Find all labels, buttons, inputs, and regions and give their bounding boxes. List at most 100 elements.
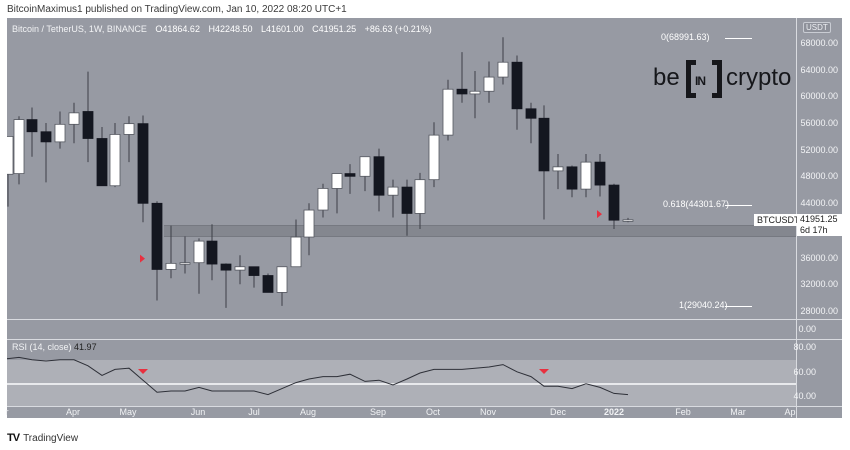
time-axis-tick: Nov	[479, 407, 497, 417]
bull-candle[interactable]	[331, 173, 343, 189]
time-axis-tick: Oct	[425, 407, 441, 417]
rsi-legend: RSI (14, close) 41.97	[12, 342, 97, 352]
time-axis-tick: Sep	[369, 407, 387, 417]
bear-candle[interactable]	[566, 166, 578, 190]
price-pane-bottom-border	[7, 319, 842, 320]
price-axis-label: 64000.00	[800, 65, 838, 75]
bear-candle[interactable]	[344, 173, 356, 177]
bull-candle[interactable]	[387, 186, 399, 196]
bear-candle[interactable]	[538, 117, 550, 172]
bear-candle[interactable]	[26, 119, 38, 133]
signal-arrow-icon	[597, 210, 602, 219]
tradingview-logo-icon: TV	[7, 432, 20, 444]
bull-candle[interactable]	[359, 156, 371, 177]
rsi-axis-label: 80.00	[793, 342, 816, 352]
bull-candle[interactable]	[303, 209, 315, 238]
bear-candle[interactable]	[206, 240, 218, 265]
bear-candle[interactable]	[82, 111, 94, 139]
bull-candle[interactable]	[276, 266, 288, 293]
time-axis-tick: Dec	[549, 407, 567, 417]
rsi-axis-label: 40.00	[793, 391, 816, 401]
bear-candle[interactable]	[262, 275, 274, 293]
bear-candle[interactable]	[373, 156, 385, 196]
bull-candle[interactable]	[193, 240, 205, 264]
logo-bracket-icon: IN	[686, 60, 722, 98]
bull-candle[interactable]	[469, 90, 481, 95]
bull-candle[interactable]	[7, 136, 14, 175]
rsi-value: 41.97	[74, 342, 97, 352]
time-axis-top-border	[7, 406, 842, 407]
fib-level-0618-line	[725, 205, 752, 206]
bull-candle[interactable]	[54, 123, 66, 143]
candlestick-plot	[7, 37, 634, 308]
bear-candle[interactable]	[220, 263, 232, 271]
bull-candle[interactable]	[414, 179, 426, 214]
symbol-label: Bitcoin / TetherUS, 1W, BINANCE	[12, 24, 147, 34]
price-axis-label: 36000.00	[800, 253, 838, 263]
change-value: +86.63 (+0.21%)	[364, 24, 432, 34]
bull-candle[interactable]	[123, 123, 135, 135]
time-axis-tick: Mar	[730, 407, 746, 417]
bear-candle[interactable]	[248, 266, 260, 276]
candle-countdown: 6d 17h	[800, 225, 828, 235]
open-value: O41864.62	[155, 24, 200, 34]
logo-text-crypto: crypto	[726, 64, 792, 91]
bear-candle[interactable]	[511, 61, 523, 110]
bull-candle[interactable]	[234, 266, 246, 271]
bear-candle[interactable]	[525, 108, 537, 119]
bull-candle[interactable]	[179, 262, 191, 265]
bear-candle[interactable]	[608, 184, 620, 221]
bull-candle[interactable]	[442, 88, 454, 136]
footer-brand: TradingView	[23, 432, 79, 444]
bull-candle[interactable]	[580, 161, 592, 190]
bear-candle[interactable]	[401, 186, 413, 214]
bull-candle[interactable]	[552, 166, 564, 172]
beincrypto-watermark: be IN crypto	[653, 60, 793, 104]
bull-candle[interactable]	[428, 134, 440, 181]
bull-candle[interactable]	[622, 219, 634, 222]
bull-candle[interactable]	[483, 76, 495, 92]
rsi-midline	[7, 383, 796, 385]
high-value: H42248.50	[208, 24, 253, 34]
price-axis-label: 56000.00	[800, 118, 838, 128]
bear-candle[interactable]	[40, 131, 52, 143]
time-axis-tick: Ap	[784, 407, 796, 417]
time-axis-tick: 2022	[603, 407, 625, 417]
rsi-line	[7, 356, 629, 396]
current-price-tag: 41951.25 6d 17h	[797, 214, 843, 236]
price-axis-label: 68000.00	[800, 38, 838, 48]
bear-candle[interactable]	[594, 161, 606, 186]
rsi-label: RSI (14, close)	[12, 342, 72, 352]
currency-badge[interactable]: USDT	[803, 22, 831, 33]
bull-candle[interactable]	[317, 188, 329, 211]
chart-area[interactable]: Bitcoin / TetherUS, 1W, BINANCE O41864.6…	[5, 18, 843, 418]
fib-level-1-label: 1(29040.24)	[679, 300, 728, 310]
time-axis-tick: Aug	[299, 407, 317, 417]
fib-level-0-line	[725, 38, 752, 39]
logo-text-be: be	[653, 64, 680, 91]
bear-candle[interactable]	[151, 202, 163, 270]
bull-candle[interactable]	[290, 236, 302, 268]
time-axis-tick: Jul	[248, 407, 260, 417]
time-axis-tick: Apr	[65, 407, 81, 417]
logo-text-in: IN	[695, 74, 706, 88]
price-axis-label: 28000.00	[800, 306, 838, 316]
bull-candle[interactable]	[109, 134, 121, 187]
bear-candle[interactable]	[96, 138, 108, 187]
price-axis-label: 48000.00	[800, 171, 838, 181]
time-axis-tick: May	[119, 407, 137, 417]
bear-candle[interactable]	[137, 123, 149, 204]
bear-candle[interactable]	[456, 88, 468, 95]
low-value: L41601.00	[261, 24, 304, 34]
bull-candle[interactable]	[13, 119, 25, 174]
bull-candle[interactable]	[68, 112, 80, 125]
price-axis-label: 44000.00	[800, 198, 838, 208]
current-price-value: 41951.25	[800, 214, 838, 224]
time-axis-tick: Jun	[190, 407, 206, 417]
bull-candle[interactable]	[497, 61, 509, 78]
fib-level-0-label: 0(68991.63)	[661, 32, 710, 42]
time-axis-tick: r	[5, 407, 9, 417]
bull-candle[interactable]	[165, 262, 177, 270]
footer: TV TradingView	[7, 432, 78, 444]
rsi-pane-top-border[interactable]	[7, 339, 842, 340]
